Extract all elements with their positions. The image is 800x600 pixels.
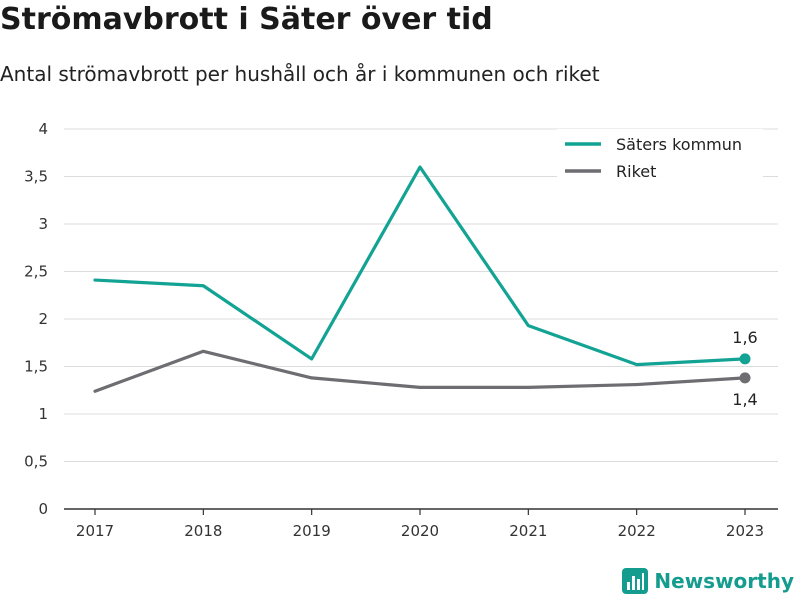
chart-title: Strömavbrott i Säter över tid	[0, 2, 493, 37]
legend-label: Säters kommun	[616, 135, 742, 154]
series-end-point	[739, 372, 751, 384]
y-tick-label: 0,5	[24, 453, 48, 471]
x-tick-label: 2018	[184, 522, 222, 540]
y-tick-label: 2,5	[24, 263, 48, 281]
brand-logo: Newsworthy	[622, 568, 794, 594]
x-tick-label: 2017	[76, 522, 114, 540]
data-labels: 1,6 1,4	[732, 328, 757, 409]
data-label: 1,6	[732, 328, 757, 347]
y-tick-label: 0	[38, 500, 48, 518]
x-tick-label: 2019	[293, 522, 331, 540]
y-tick-label: 3,5	[24, 168, 48, 186]
y-tick-label: 4	[38, 120, 48, 138]
newsworthy-logo-icon	[622, 568, 649, 594]
brand-name: Newsworthy	[654, 569, 794, 593]
x-tick-label: 2022	[618, 522, 656, 540]
y-tick-label: 2	[38, 310, 48, 328]
series-end-point	[739, 353, 751, 365]
x-tick-label: 2021	[509, 522, 547, 540]
data-label: 1,4	[732, 390, 757, 409]
series-lines	[93, 165, 751, 393]
legend: Säters kommun Riket	[557, 129, 763, 181]
x-tick-label: 2023	[726, 522, 764, 540]
chart-subtitle: Antal strömavbrott per hushåll och år i …	[0, 62, 600, 86]
y-tick-label: 1	[38, 405, 48, 423]
series-line	[93, 349, 747, 393]
y-tick-label: 1,5	[24, 358, 48, 376]
x-tick-label: 2020	[401, 522, 439, 540]
axes: 0 0,5 1 1,5 2 2,5 3 3,5 4 2017 2018 2019 2020 2021 202…	[24, 120, 778, 540]
y-tick-label: 3	[38, 215, 48, 233]
series-line	[93, 165, 747, 367]
legend-label: Riket	[616, 162, 656, 181]
